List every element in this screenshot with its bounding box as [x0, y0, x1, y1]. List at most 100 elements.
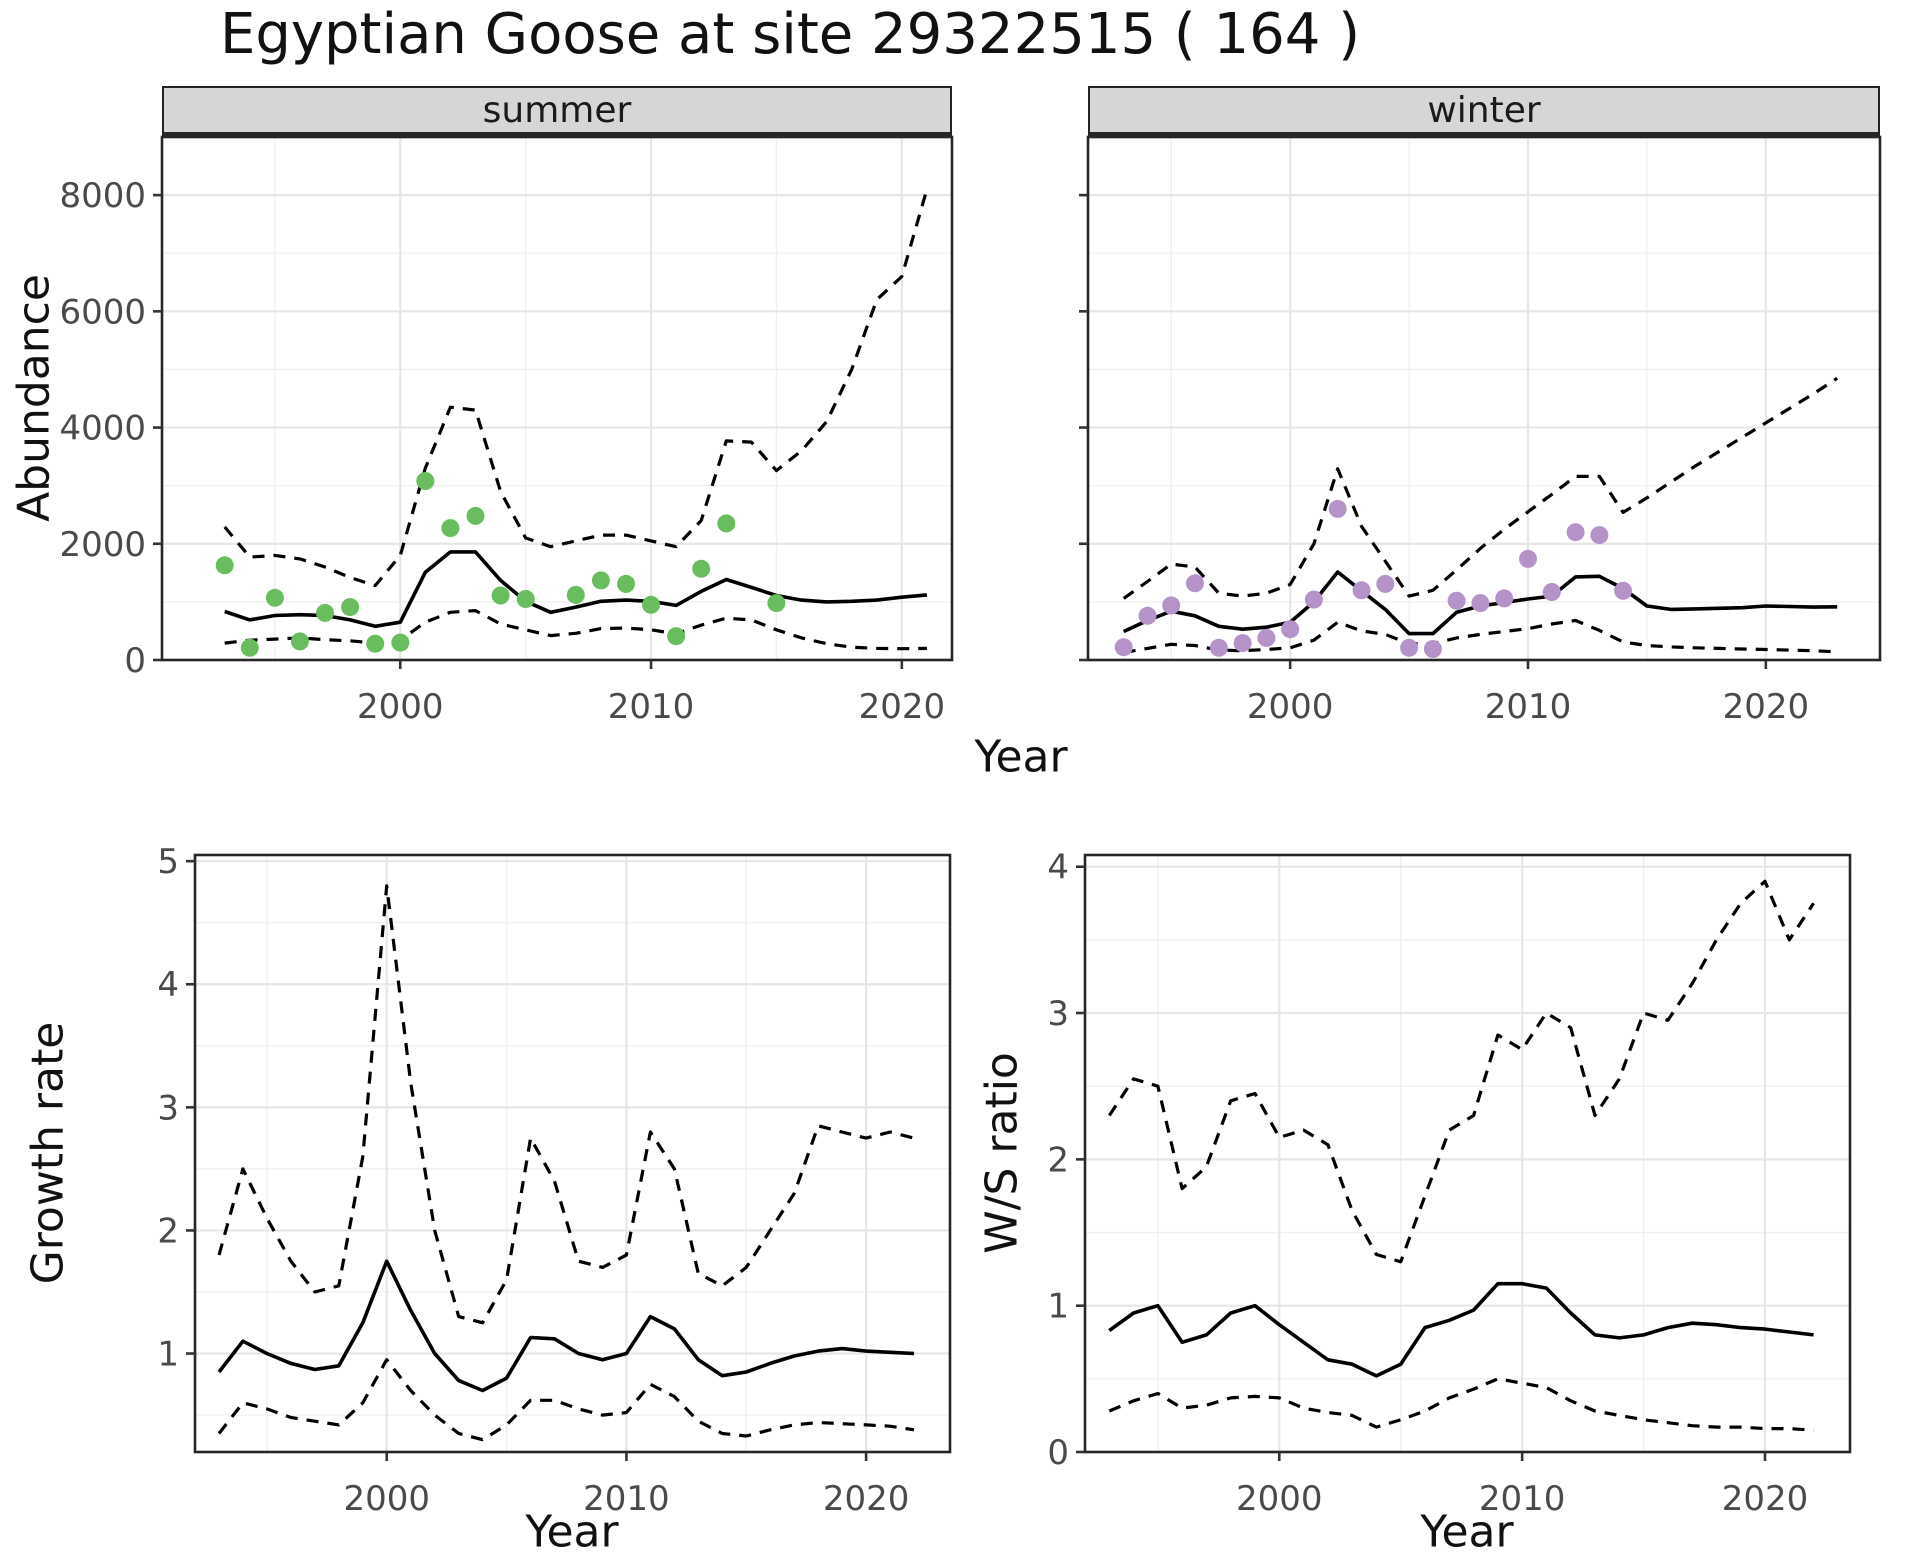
- observed-point: [1138, 606, 1157, 625]
- abundance-summer-ytick-label: 0: [124, 641, 146, 681]
- observed-point: [341, 598, 360, 617]
- facet-strip-winter-label: winter: [1427, 89, 1541, 131]
- observed-point: [1614, 581, 1633, 600]
- growth-rate-ytick-label: 5: [157, 842, 179, 882]
- observed-point: [1162, 596, 1181, 615]
- abundance-winter-axis: 2000 2010 2020: [1079, 193, 1809, 727]
- growth-rate-lower-ci-line: [217, 1358, 915, 1442]
- growth-rate-xtick-label: 2000: [343, 1479, 430, 1519]
- abundance-summer-xtick-label: 2000: [357, 687, 444, 727]
- x-axis-title-year-top: Year: [974, 731, 1068, 783]
- growth-rate-upper-ci-line: [217, 884, 915, 1325]
- observed-point: [491, 586, 510, 605]
- abundance-summer-ytick-label: 8000: [59, 176, 146, 216]
- ws-ratio-ytick-label: 0: [1047, 1433, 1069, 1473]
- observed-point: [1376, 574, 1395, 593]
- plot-title: Egyptian Goose at site 29322515 ( 164 ): [219, 2, 1361, 67]
- observed-point: [416, 472, 435, 490]
- abundance-winter-panel: 2000 2010 2020: [1079, 135, 1882, 727]
- abundance-summer-ytick-label: 6000: [59, 292, 146, 332]
- abundance-summer-panel: 2000 2010 2020 0 2000 4000 6000 8000: [59, 135, 954, 727]
- abundance-summer-xtick-label: 2020: [859, 687, 946, 727]
- facet-strip-summer: summer: [162, 86, 952, 137]
- growth-rate-xtick-label: 2020: [823, 1479, 910, 1519]
- abundance-summer-ytick-label: 2000: [59, 525, 146, 565]
- abundance-winter-xtick-label: 2010: [1485, 687, 1572, 727]
- ws-ratio-ytick-label: 1: [1047, 1287, 1069, 1327]
- abundance-summer-fitted-index-line: [224, 550, 928, 629]
- observed-point: [1281, 620, 1300, 639]
- ws-ratio-axis: 2000 2010 2020 0 1 2 3 4: [1047, 848, 1808, 1519]
- growth-rate-ytick-label: 4: [157, 965, 179, 1005]
- abundance-winter-xtick-label: 2000: [1247, 687, 1334, 727]
- observed-point: [1257, 628, 1276, 647]
- observed-point: [1209, 638, 1228, 657]
- observed-point: [316, 603, 334, 622]
- ws-ratio-gridlines: [1085, 855, 1850, 1454]
- growth-rate-growth-rate-mean-line: [217, 1259, 915, 1393]
- abundance-summer-lower-ci-line: [224, 609, 927, 651]
- observed-point: [240, 638, 259, 657]
- ws-ratio-xtick-label: 2000: [1236, 1479, 1323, 1519]
- abundance-summer-gridlines: [162, 137, 952, 662]
- observed-counts-summer: [215, 472, 786, 657]
- abundance-summer-axis: 2000 2010 2020 0 2000 4000 6000 8000: [59, 176, 945, 727]
- observed-point: [692, 559, 711, 578]
- observed-point: [366, 634, 385, 653]
- ws-ratio-ws-ratio-mean-line: [1108, 1281, 1814, 1378]
- observed-point: [1304, 590, 1323, 609]
- ws-ratio-xtick-label: 2020: [1722, 1479, 1809, 1519]
- observed-point: [1352, 581, 1371, 600]
- observed-point: [1590, 526, 1609, 545]
- growth-rate-panel: 2000 2010 2020 1 2 3 4 5: [157, 842, 952, 1519]
- abundance-summer-xtick-label: 2010: [608, 687, 695, 727]
- observed-point: [591, 571, 610, 590]
- observed-point: [290, 632, 309, 651]
- ws-ratio-upper-ci-line: [1107, 879, 1815, 1264]
- observed-point: [566, 585, 585, 604]
- ws-ratio-ytick-label: 3: [1047, 994, 1069, 1034]
- abundance-winter-upper-ci-line: [1122, 376, 1839, 600]
- observed-point: [1114, 638, 1133, 657]
- growth-rate-ytick-label: 2: [157, 1211, 179, 1251]
- facet-strip-summer-label: summer: [482, 89, 632, 131]
- observed-point: [265, 588, 284, 607]
- abundance-winter-border: [1086, 135, 1882, 662]
- observed-point: [1542, 583, 1561, 601]
- abundance-winter-lower-ci-line: [1123, 618, 1838, 654]
- growth-rate-axis: 2000 2010 2020 1 2 3 4 5: [157, 842, 909, 1519]
- growth-rate-xtick-label: 2010: [583, 1479, 670, 1519]
- observed-point: [1471, 594, 1490, 613]
- abundance-summer-border: [160, 135, 954, 662]
- x-axis-title-year-growth: Year: [525, 1506, 619, 1558]
- observed-point: [1186, 574, 1204, 593]
- observed-point: [391, 633, 410, 652]
- observed-point: [1447, 591, 1466, 610]
- ws-ratio-ytick-label: 4: [1047, 848, 1069, 888]
- ws-ratio-border: [1083, 853, 1852, 1454]
- observed-point: [215, 556, 234, 575]
- observed-point: [767, 594, 786, 613]
- ws-ratio-xtick-label: 2010: [1479, 1479, 1566, 1519]
- abundance-summer-ytick-label: 4000: [59, 409, 146, 449]
- observed-point: [717, 514, 736, 533]
- observed-point: [516, 590, 535, 608]
- observed-point: [466, 506, 485, 525]
- observed-point: [441, 519, 460, 538]
- observed-point: [1495, 589, 1514, 608]
- ws-ratio-panel: 2000 2010 2020 0 1 2 3 4: [1047, 848, 1852, 1519]
- growth-rate-border: [193, 853, 952, 1454]
- growth-rate-ytick-label: 1: [157, 1335, 179, 1375]
- observed-point: [1328, 499, 1347, 518]
- observed-counts-winter: [1114, 499, 1633, 658]
- observed-point: [617, 574, 635, 593]
- observed-point: [1566, 523, 1585, 542]
- facet-strip-winter: winter: [1088, 86, 1880, 137]
- abundance-winter-gridlines: [1088, 137, 1880, 662]
- abundance-summer-upper-ci-line: [223, 188, 929, 588]
- observed-point: [1423, 640, 1442, 658]
- ws-ratio-lower-ci-line: [1108, 1377, 1814, 1432]
- ws-ratio-ytick-label: 2: [1047, 1140, 1069, 1180]
